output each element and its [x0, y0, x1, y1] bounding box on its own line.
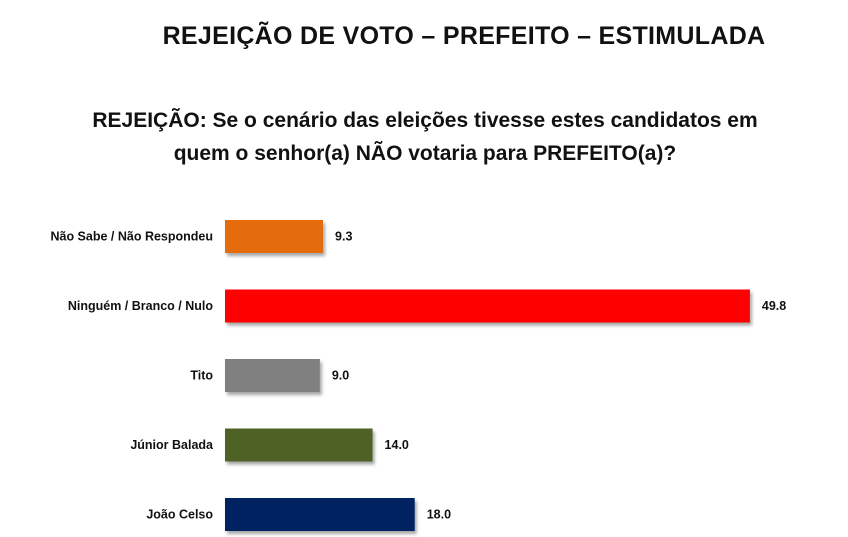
bar-tito: [225, 359, 320, 392]
question-text: REJEIÇÃO: Se o cenário das eleições tive…: [30, 104, 820, 170]
value-label-junior-balada: 14.0: [385, 438, 409, 452]
question-line-1: REJEIÇÃO: Se o cenário das eleições tive…: [92, 109, 758, 132]
chart-title: REJEIÇÃO DE VOTO – PREFEITO – ESTIMULADA: [162, 22, 766, 50]
bar-nao-sabe-nao-respondeu: [225, 220, 324, 253]
category-label-nao-sabe-nao-respondeu: Não Sabe / Não Respondeu: [50, 230, 213, 244]
bar-junior-balada: [225, 428, 373, 462]
question-line-2: quem o senhor(a) NÃO votaria para PREFEI…: [173, 142, 677, 165]
bar-chart: Não Sabe / Não Respondeu 9.3 Ninguém / Bra…: [50, 220, 786, 531]
value-label-nao-sabe-nao-respondeu: 9.3: [335, 230, 352, 244]
category-label-joao-celso: João Celso: [146, 508, 213, 522]
value-label-tito: 9.0: [332, 369, 349, 383]
category-label-ninguem-branco-nulo: Ninguém / Branco / Nulo: [68, 299, 214, 313]
category-label-tito: Tito: [190, 369, 213, 383]
bar-ninguem-branco-nulo: [225, 289, 750, 323]
value-label-joao-celso: 18.0: [427, 508, 451, 522]
bar-joao-celso: [225, 498, 415, 531]
value-label-ninguem-branco-nulo: 49.8: [762, 299, 786, 313]
category-label-junior-balada: Júnior Balada: [130, 438, 214, 452]
